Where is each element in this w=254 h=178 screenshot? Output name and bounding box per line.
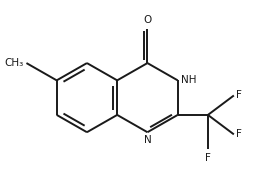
- Text: CH₃: CH₃: [4, 58, 23, 68]
- Text: NH: NH: [181, 75, 196, 85]
- Text: F: F: [236, 90, 242, 101]
- Text: F: F: [236, 129, 242, 139]
- Text: N: N: [144, 135, 151, 145]
- Text: O: O: [143, 15, 152, 25]
- Text: F: F: [205, 153, 211, 163]
